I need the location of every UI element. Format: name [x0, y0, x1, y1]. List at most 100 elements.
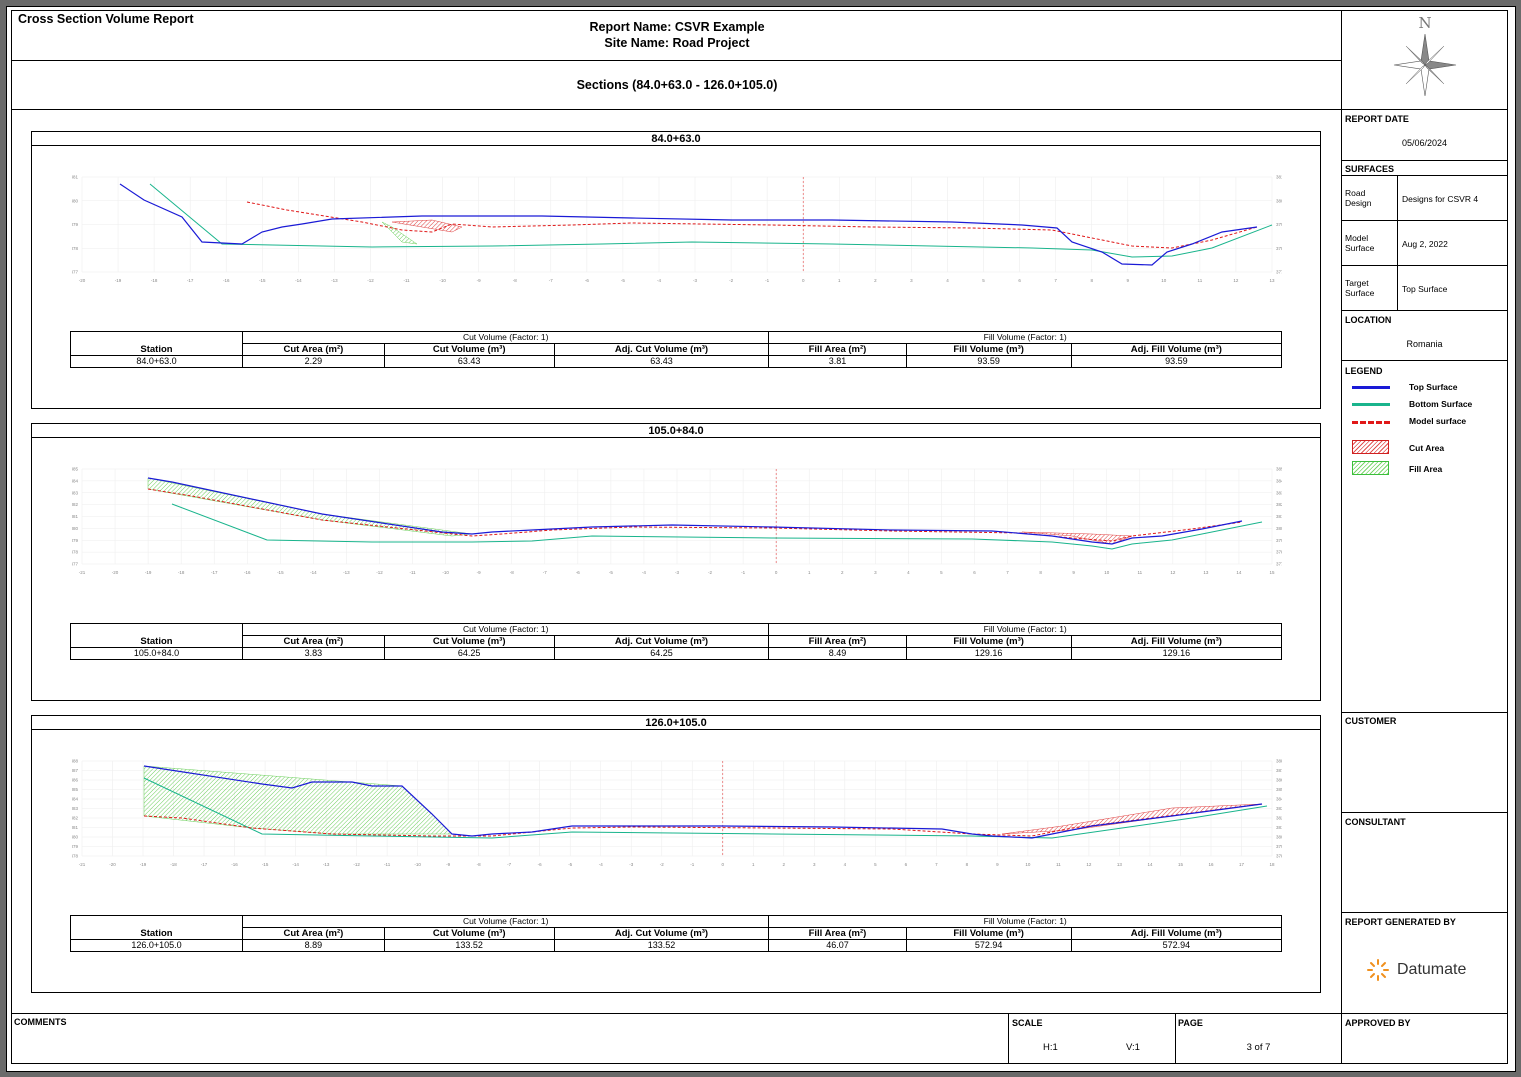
y-tick-label: 379: [72, 222, 78, 227]
x-tick-label: -15: [259, 278, 266, 283]
x-tick-label: 12: [1233, 278, 1239, 283]
volume-table: Station Cut Volume (Factor: 1) Fill Volu…: [70, 331, 1283, 368]
legend-swatch-cut-area: [1352, 440, 1389, 454]
legend-label-top-surface: Top Surface: [1409, 382, 1458, 392]
y-tick-label: 385: [1276, 467, 1282, 472]
x-tick-label: 4: [907, 570, 910, 575]
section-panel: 84.0+63.0 -20 -19 -18 -17 -16 -15 -14 -13 -12 -11…: [31, 131, 1321, 409]
x-tick-label: 0: [802, 278, 805, 283]
x-tick-label: -13: [343, 570, 350, 575]
cut-area-header: Cut Area (m²): [242, 343, 385, 356]
x-tick-label: 6: [1018, 278, 1021, 283]
x-tick-label: -9: [446, 862, 450, 867]
fill-group-header: Fill Volume (Factor: 1): [768, 915, 1282, 928]
legend-swatch-bottom-surface: [1352, 403, 1390, 406]
cut-volume-header: Cut Volume (m³): [383, 343, 555, 356]
cut-volume-cell: 133.52: [383, 939, 555, 952]
y-tick-label: 379: [72, 844, 78, 849]
fill-volume-cell: 572.94: [905, 939, 1072, 952]
y-tick-label: 382: [1276, 816, 1282, 821]
volume-table: Station Cut Volume (Factor: 1) Fill Volu…: [70, 915, 1283, 952]
top-surface-line: [147, 477, 1243, 545]
x-tick-label: 3: [874, 570, 877, 575]
fill-area-header: Fill Area (m²): [768, 927, 907, 940]
y-tick-label: 380: [1276, 198, 1282, 203]
y-tick-label: 381: [72, 175, 78, 180]
y-tick-label: 379: [72, 538, 78, 543]
adj-cut-volume-cell: 133.52: [553, 939, 770, 952]
x-tick-label: -12: [376, 570, 383, 575]
x-tick-label: -8: [477, 862, 481, 867]
x-tick-label: 9: [1072, 570, 1075, 575]
y-tick-label: 387: [72, 768, 78, 773]
adj-cut-volume-header: Adj. Cut Volume (m³): [553, 927, 770, 940]
surface-type-road-design: Road Design: [1345, 188, 1372, 208]
section-title: 105.0+84.0: [32, 424, 1320, 438]
x-tick-label: -12: [367, 278, 374, 283]
y-tick-label: 386: [1276, 778, 1282, 783]
fill-area-header: Fill Area (m²): [768, 343, 907, 356]
divider: [1397, 175, 1398, 310]
x-tick-label: 6: [973, 570, 976, 575]
cross-section-plot: -20 -19 -18 -17 -16 -15 -14 -13 -12 -11 -10 -9 -8 -7-…: [72, 175, 1282, 284]
x-tick-label: -15: [262, 862, 269, 867]
top-surface-line: [119, 183, 1258, 266]
fill-area-cell: 8.49: [768, 647, 907, 660]
page-label: PAGE: [1178, 1018, 1203, 1028]
x-tick-label: -2: [729, 278, 733, 283]
y-tick-label: 379: [1276, 844, 1282, 849]
x-tick-label: -10: [414, 862, 421, 867]
y-tick-label: 385: [72, 467, 78, 472]
x-tick-label: 16: [1208, 862, 1214, 867]
x-tick-label: -8: [513, 278, 517, 283]
divider: [1341, 175, 1508, 176]
legend-label-model-surface: Model surface: [1409, 416, 1467, 426]
y-tick-label: 377: [72, 562, 78, 567]
x-tick-label: -1: [765, 278, 769, 283]
x-tick-label: 2: [841, 570, 844, 575]
x-tick-label: -12: [353, 862, 360, 867]
x-tick-label: -16: [231, 862, 238, 867]
y-tick-label: 380: [72, 526, 78, 531]
x-tick-label: -19: [140, 862, 147, 867]
adj-cut-volume-cell: 63.43: [553, 355, 770, 368]
section-panel: 105.0+84.0 -21 -20 -19 -18 -17 -16 -15 -14 -13 -1…: [31, 423, 1321, 701]
y-tick-label: 382: [72, 502, 78, 507]
x-tick-label: -5: [609, 570, 613, 575]
divider: [1341, 220, 1508, 221]
y-tick-label: 381: [1276, 825, 1282, 830]
y-tick-label: 385: [1276, 787, 1282, 792]
x-tick-label: 5: [982, 278, 985, 283]
scale-h-value: H:1: [1043, 1042, 1058, 1053]
cut-volume-cell: 64.25: [383, 647, 555, 660]
location-value: Romania: [1406, 339, 1443, 349]
y-tick-label: 382: [1276, 502, 1282, 507]
surface-type-model-surface: Model Surface: [1345, 233, 1375, 253]
x-tick-label: -17: [187, 278, 194, 283]
x-tick-label: -4: [642, 570, 646, 575]
x-tick-label: -1: [690, 862, 694, 867]
sidebar-divider: [1341, 10, 1342, 1063]
cut-group-header: Cut Volume (Factor: 1): [241, 915, 770, 928]
x-tick-label: 9: [996, 862, 999, 867]
report-date-label: REPORT DATE: [1345, 114, 1409, 124]
y-tick-label: 384: [1276, 478, 1282, 483]
compass-icon: N: [1392, 14, 1458, 102]
table-row: 105.0+84.0 3.83 64.25 64.25 8.49 129.16 …: [70, 647, 1283, 660]
x-tick-label: 10: [1161, 278, 1167, 283]
x-tick-label: 14: [1236, 570, 1242, 575]
y-tick-label: 377: [1276, 562, 1282, 567]
x-tick-label: 2: [874, 278, 877, 283]
x-tick-label: 1: [838, 278, 841, 283]
top-border: [11, 10, 1508, 11]
adj-fill-volume-cell: 129.16: [1070, 647, 1283, 660]
divider: [1008, 1013, 1009, 1063]
adj-fill-volume-header: Adj. Fill Volume (m³): [1070, 635, 1283, 648]
divider: [12, 60, 1342, 61]
surface-type-target-surface: Target Surface: [1345, 278, 1375, 298]
adj-fill-volume-header: Adj. Fill Volume (m³): [1070, 343, 1283, 356]
y-tick-label: 380: [72, 835, 78, 840]
x-tick-label: -7: [543, 570, 547, 575]
adj-fill-volume-header: Adj. Fill Volume (m³): [1070, 927, 1283, 940]
x-tick-label: -16: [244, 570, 251, 575]
